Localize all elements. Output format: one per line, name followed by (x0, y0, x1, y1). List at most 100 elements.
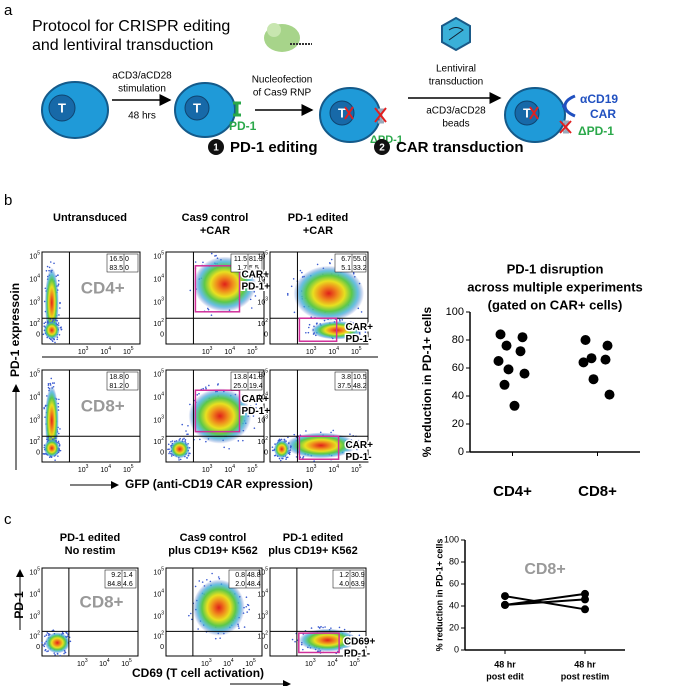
event-dot (343, 649, 346, 652)
quadrant-value: 1.4 (123, 572, 133, 579)
event-dot (187, 454, 190, 456)
cell: T (504, 87, 576, 143)
event-dot (58, 442, 60, 445)
tick-base: 10 (257, 371, 265, 378)
tick-exponent: 5 (161, 567, 164, 573)
step-text: transduction (429, 77, 483, 88)
tick-label: 103 (153, 611, 164, 621)
gate-label: CAR+ (345, 322, 373, 333)
event-dot (360, 322, 363, 325)
event-dot (208, 384, 210, 387)
tick-exponent: 3 (265, 611, 268, 617)
data-point (517, 332, 528, 343)
tick-base: 10 (257, 253, 265, 260)
stats-box (230, 253, 263, 273)
tick-exponent: 4 (161, 274, 164, 280)
quadrant-value: 2.0 (235, 581, 245, 588)
event-dot (218, 577, 221, 580)
event-dot (253, 427, 256, 429)
tick-exponent: 5 (357, 658, 360, 664)
quadrant-value: 0.8 (235, 572, 245, 579)
event-dot (49, 384, 52, 386)
event-dot (250, 307, 253, 309)
tick-base: 10 (201, 661, 209, 668)
event-dot (47, 650, 49, 652)
event-dot (302, 648, 304, 651)
event-dot (354, 453, 357, 455)
event-dot (349, 433, 351, 435)
y-axis-label: PD-1 (12, 591, 26, 619)
column-header: Cas9 control (180, 532, 247, 544)
tick-base: 10 (327, 661, 335, 668)
tick-base: 10 (100, 467, 108, 474)
event-dot (351, 648, 353, 651)
gate (298, 435, 340, 460)
chart-title: across multiple experiments (467, 279, 643, 294)
tick-exponent: 4 (265, 589, 268, 595)
tick-exponent: 5 (265, 369, 268, 375)
event-dot (288, 442, 290, 444)
event-dot (214, 637, 217, 640)
tick-label: 102 (257, 436, 268, 446)
tick-label: 103 (202, 346, 213, 356)
event-dot (57, 283, 60, 285)
tick-exponent: 4 (37, 589, 40, 595)
quadrant-value: 0 (125, 383, 129, 390)
event-dot (51, 382, 54, 384)
step-text: beads (442, 119, 469, 130)
event-dot (194, 585, 197, 588)
tick-label: 103 (202, 464, 213, 474)
tick-exponent: 4 (108, 464, 111, 470)
tick-label: 104 (257, 589, 268, 599)
event-dot (59, 654, 61, 657)
event-dot (191, 618, 193, 621)
column-header: plus CD19+ K562 (268, 545, 358, 557)
event-dot (198, 580, 201, 582)
event-dot (271, 446, 274, 448)
event-dot (360, 442, 362, 445)
tick-base: 10 (257, 417, 265, 424)
tick-label: 102 (257, 318, 268, 328)
event-dot (54, 341, 56, 344)
gate-label: PD-1- (344, 649, 370, 660)
tick-label: 104 (223, 658, 234, 668)
tick-label: 105 (245, 658, 256, 668)
event-dot (43, 635, 46, 638)
event-dot (187, 433, 189, 435)
step-number: 1 (213, 143, 219, 154)
event-dot (49, 382, 52, 385)
tick-exponent: 3 (210, 346, 213, 352)
event-dot (44, 649, 46, 652)
gate (298, 632, 340, 654)
step-text: stimulation (118, 84, 166, 95)
data-point (515, 346, 526, 357)
step-badge (208, 139, 224, 155)
data-point (604, 389, 615, 400)
event-dot (330, 431, 332, 434)
event-dot (271, 449, 274, 452)
event-dot (196, 394, 199, 396)
tick-label: 103 (306, 346, 317, 356)
event-dot (41, 641, 43, 644)
tick-label: 102 (153, 436, 164, 446)
tick-base: 10 (247, 467, 255, 474)
tick-label: 105 (29, 369, 40, 379)
tick-base: 10 (257, 276, 265, 283)
event-dot (205, 440, 207, 443)
tick-exponent: 5 (161, 369, 164, 375)
column-header: PD-1 edited (288, 212, 349, 224)
tick-label: 105 (349, 658, 360, 668)
step-text: Lentiviral (436, 64, 476, 75)
tick-label: 105 (29, 251, 40, 261)
tick-exponent: 3 (314, 464, 317, 470)
event-dot (47, 384, 50, 386)
tick-exponent: 5 (255, 464, 258, 470)
event-dot (188, 614, 190, 617)
event-dot (189, 612, 192, 615)
event-dot (58, 398, 60, 401)
event-dot (198, 392, 200, 395)
event-dot (64, 651, 67, 654)
tick-base: 10 (29, 417, 37, 424)
y-axis-label: % reduction in PD-1+ cells (420, 306, 434, 457)
